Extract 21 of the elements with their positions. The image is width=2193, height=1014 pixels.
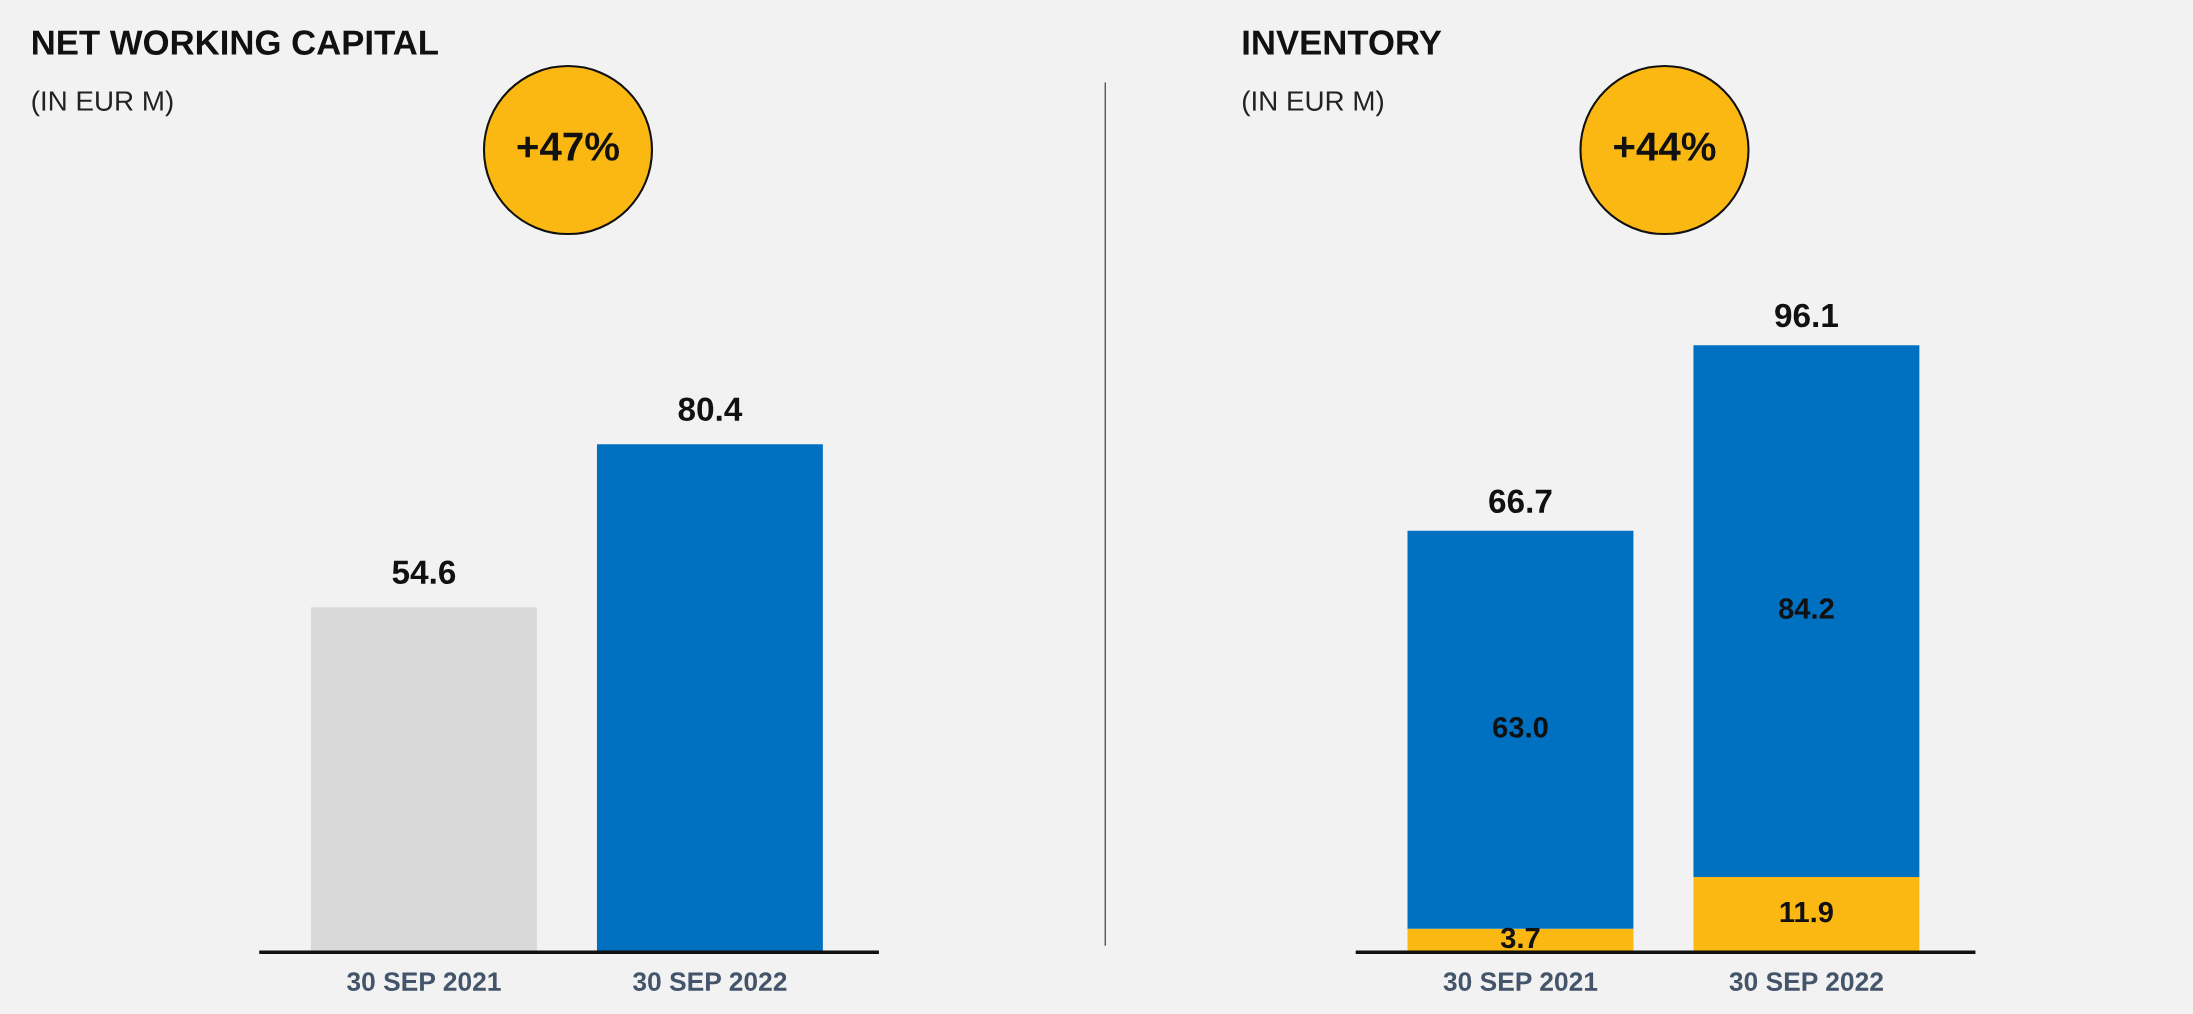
data-label: 3.7 [1500,927,1540,949]
chart-subtitle: (IN EUR M) [1242,90,1384,117]
data-label: 80.4 [678,397,743,422]
total-label: 96.1 [1775,303,1838,328]
text: +44% [1614,132,1716,161]
x-tick-label: 30 SEP 2021 [347,972,501,992]
x-tick-label: 30 SEP 2022 [1729,972,1883,992]
bar [1693,876,1920,953]
bar [1407,530,1634,929]
x-tick-label: 30 SEP 2022 [632,972,787,992]
text: +47% [517,132,619,161]
total-label: 66.7 [1489,489,1552,514]
chart-subtitle: (IN EUR M) [32,90,173,117]
chart-title: INVENTORY [1243,30,1442,55]
data-label: 11.9 [1780,901,1833,923]
bar [1693,345,1920,877]
chart-title: NET WORKING CAPITAL [33,30,438,55]
data-label: 84.2 [1778,598,1834,619]
data-label: 63.0 [1493,717,1548,738]
data-label: 54.6 [392,560,456,585]
x-tick-label: 30 SEP 2021 [1443,972,1598,992]
